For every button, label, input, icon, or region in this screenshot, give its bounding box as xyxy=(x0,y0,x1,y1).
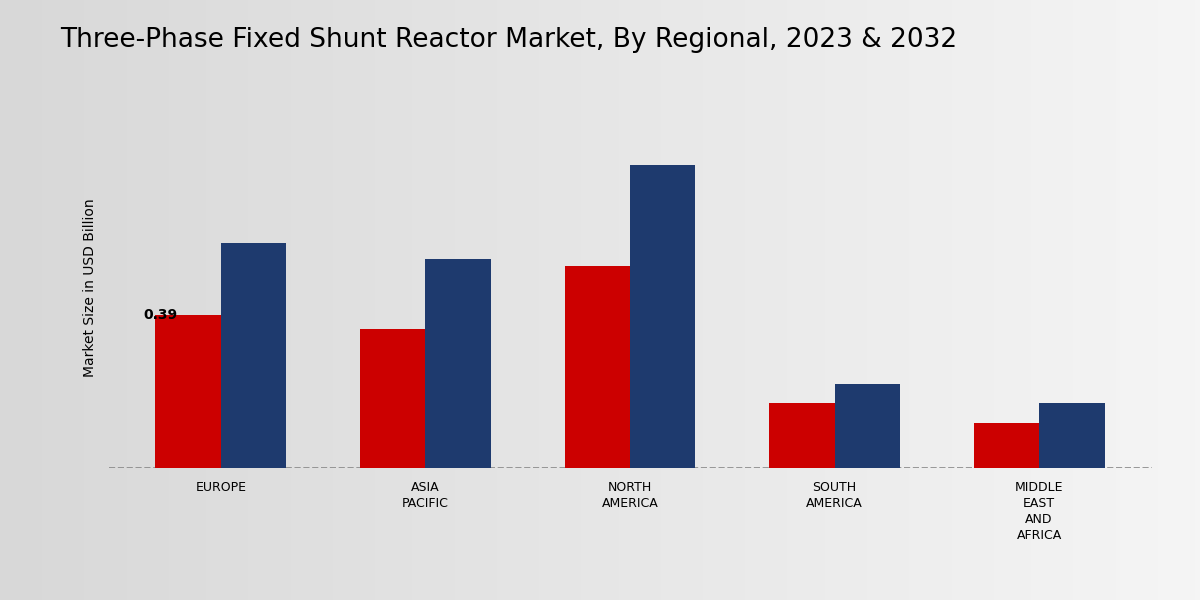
Bar xyxy=(156,316,221,468)
Bar xyxy=(834,384,900,468)
Bar xyxy=(221,243,287,468)
Text: Three-Phase Fixed Shunt Reactor Market, By Regional, 2023 & 2032: Three-Phase Fixed Shunt Reactor Market, … xyxy=(60,27,958,53)
Y-axis label: Market Size in USD Billion: Market Size in USD Billion xyxy=(83,199,97,377)
Bar xyxy=(564,266,630,468)
Bar xyxy=(426,259,491,468)
Bar xyxy=(769,403,834,468)
Bar xyxy=(360,329,426,468)
Bar xyxy=(973,423,1039,468)
Text: 0.39: 0.39 xyxy=(143,308,178,322)
Bar xyxy=(630,165,696,468)
Bar xyxy=(1039,403,1104,468)
